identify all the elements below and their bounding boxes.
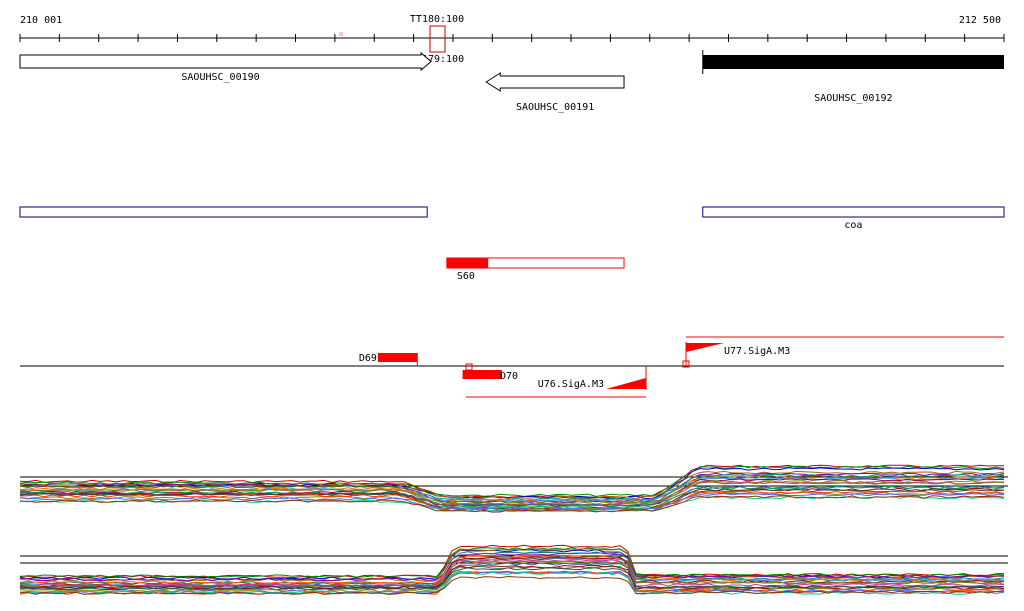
expression-track-1-profile-line [19, 465, 1005, 497]
gene-arrow-saouhsc-00190[interactable] [19, 51, 432, 72]
ruler-ticks [19, 34, 1005, 42]
expression-track-2-profile-line [19, 552, 1005, 582]
expression-track-2-profiles [19, 544, 1005, 595]
gene-arrow-saouhsc-00191[interactable] [485, 72, 625, 92]
segment-s60-label: S60 [457, 271, 475, 282]
expression-track-1-profile-line [19, 470, 1005, 500]
annotation-box-coa[interactable] [702, 206, 1005, 218]
feature-track: D69 D70 U76.SigA.M3 U77.SigA.M3 [20, 336, 1004, 398]
expression-track-1-profile-line [20, 495, 1005, 513]
expression-track-2-profile-line [19, 571, 1005, 594]
feature-d69-label: D69 [359, 353, 377, 364]
feature-d69-bar[interactable] [377, 353, 418, 362]
feature-u76-wedge [606, 378, 646, 389]
expression-track-2 [19, 544, 1008, 595]
ruler-small-marker [339, 32, 343, 36]
feature-d70-bar[interactable] [462, 370, 502, 379]
gene-label-saouhsc-00190: SAOUHSC_00190 [181, 72, 259, 83]
expression-track-2-profile-line [19, 555, 1005, 584]
segment-s60-filled-part [446, 258, 489, 268]
expression-track-1 [19, 464, 1008, 513]
expression-track-1-profile-line [19, 485, 1005, 509]
gene-track: SAOUHSC_00190 SAOUHSC_00191 SAOUHSC_0019… [19, 50, 1004, 113]
feature-u76-label: U76.SigA.M3 [538, 379, 604, 390]
terminator-bottom-label: TT179:100 [410, 54, 464, 65]
feature-u77-marker [682, 360, 690, 368]
terminator-marker[interactable] [429, 25, 446, 53]
annotation-label-coa: coa [844, 220, 862, 231]
gene-label-saouhsc-00191: SAOUHSC_00191 [516, 102, 594, 113]
expression-track-2-profile-line [19, 547, 1005, 578]
expression-track-1-profile-line [19, 481, 1005, 506]
expression-track-2-profile-line [19, 575, 1005, 595]
ruler-start-label: 210 001 [20, 15, 62, 26]
feature-u77-wedge [686, 343, 724, 352]
ruler-end-label: 212 500 [959, 15, 1001, 26]
segment-track: S60 [446, 257, 625, 282]
expression-track-1-profile-line [19, 480, 1005, 505]
expression-track-2-profile-line [19, 551, 1005, 585]
expression-track-1-profile-line [19, 490, 1005, 512]
feature-d70-label: D70 [500, 371, 518, 382]
annotation-box-left[interactable] [19, 206, 428, 218]
expression-track-1-profile-line [19, 464, 1005, 499]
gene-label-saouhsc-00192: SAOUHSC_00192 [814, 93, 892, 104]
annotation-track: coa [19, 206, 1005, 231]
gene-block-saouhsc-00192[interactable] [702, 55, 1004, 69]
feature-d70-marker [465, 363, 473, 371]
expression-track-1-profile-line [19, 493, 1005, 511]
terminator-top-label: TT180:100 [410, 14, 464, 25]
coordinate-ruler: 210 001 212 500 TT180:100 TT179:100 [19, 14, 1005, 65]
feature-u77-label: U77.SigA.M3 [724, 346, 790, 357]
expression-track-2-profile-line [19, 566, 1005, 591]
expression-track-2-profile-line [19, 559, 1005, 587]
expression-track-2-profile-line [19, 571, 1005, 595]
expression-track-1-profiles [19, 464, 1005, 513]
